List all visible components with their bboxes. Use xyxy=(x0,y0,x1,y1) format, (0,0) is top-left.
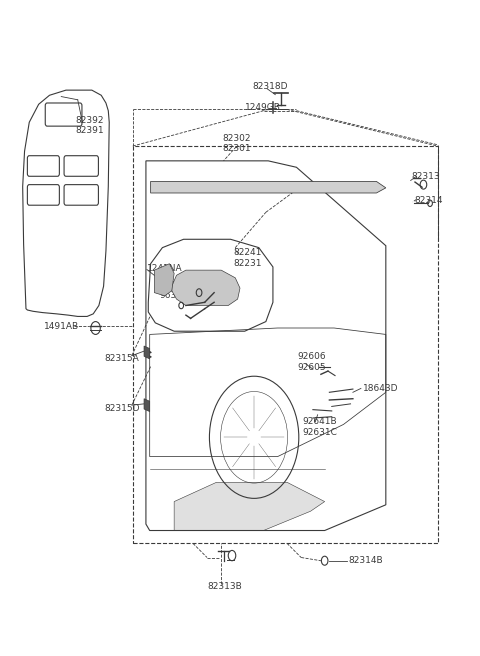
Text: 82313B: 82313B xyxy=(207,582,242,591)
Text: 82315A: 82315A xyxy=(105,354,139,363)
Polygon shape xyxy=(174,482,324,531)
Text: 92641B
92631C: 92641B 92631C xyxy=(302,417,337,437)
Polygon shape xyxy=(172,270,240,306)
Bar xyxy=(133,146,438,543)
Polygon shape xyxy=(151,182,386,193)
Text: 96310H
96310: 96310H 96310 xyxy=(159,281,194,300)
Text: 82314: 82314 xyxy=(414,196,443,205)
Text: 92606
92605: 92606 92605 xyxy=(297,352,326,372)
Text: 82302
82301: 82302 82301 xyxy=(222,134,251,154)
Text: 82315D: 82315D xyxy=(104,404,140,413)
Polygon shape xyxy=(144,346,150,359)
Text: 82392
82391: 82392 82391 xyxy=(75,116,104,135)
Polygon shape xyxy=(155,264,174,296)
Text: 82241
82231: 82241 82231 xyxy=(234,248,262,268)
Polygon shape xyxy=(144,399,150,411)
Text: 1249GB: 1249GB xyxy=(245,103,280,112)
Text: 82313: 82313 xyxy=(411,172,440,181)
Text: 82318D: 82318D xyxy=(253,83,288,91)
Text: 1491AB: 1491AB xyxy=(44,321,79,331)
Text: 1241NA: 1241NA xyxy=(147,264,182,274)
Text: 82314B: 82314B xyxy=(348,556,383,565)
Text: 18643D: 18643D xyxy=(363,384,399,393)
